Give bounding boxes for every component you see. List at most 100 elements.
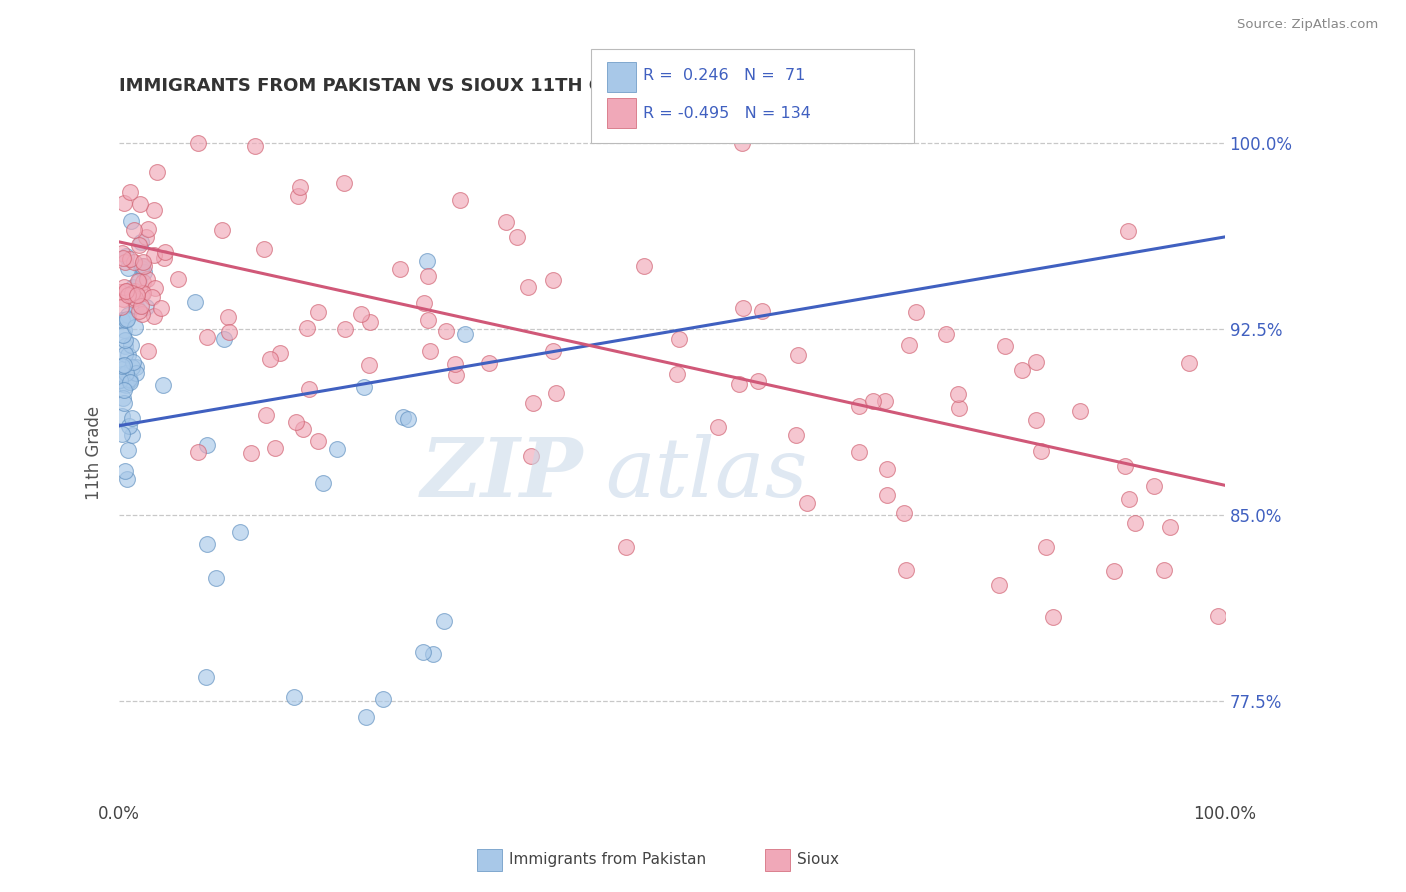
Point — [478, 356, 501, 370]
Point — [153, 251, 176, 265]
Point — [166, 272, 188, 286]
Point — [433, 614, 456, 628]
Point — [114, 465, 136, 479]
Point — [1029, 443, 1052, 458]
Point — [120, 376, 142, 390]
Point — [416, 254, 439, 268]
Point — [187, 136, 209, 150]
Point — [935, 327, 957, 342]
Point — [1142, 479, 1164, 493]
Text: atlas: atlas — [606, 434, 808, 514]
Point — [132, 265, 155, 279]
Point — [520, 449, 543, 463]
Point — [253, 242, 276, 256]
Point — [149, 301, 172, 315]
Point — [114, 347, 136, 361]
Point — [240, 446, 263, 460]
Point — [287, 188, 309, 202]
Point — [121, 411, 143, 425]
Point — [517, 279, 540, 293]
Point — [291, 421, 314, 435]
Point — [145, 165, 167, 179]
Point — [135, 229, 157, 244]
Point — [946, 386, 969, 401]
Point — [118, 252, 141, 266]
Point — [614, 541, 637, 555]
Point — [541, 272, 564, 286]
Point — [117, 260, 139, 275]
Point — [195, 670, 218, 684]
Point — [1114, 458, 1136, 473]
Point — [132, 275, 155, 289]
Point — [128, 304, 150, 318]
Point — [195, 537, 218, 551]
Text: Sioux: Sioux — [797, 853, 839, 867]
Point — [894, 563, 917, 577]
Point — [125, 299, 148, 313]
Point — [110, 285, 132, 299]
Point — [666, 368, 689, 382]
Point — [111, 251, 134, 265]
Point — [1025, 355, 1047, 369]
Point — [115, 472, 138, 486]
Point — [371, 691, 394, 706]
Point — [454, 327, 477, 342]
Point — [132, 259, 155, 273]
Point — [389, 262, 412, 277]
Point — [269, 346, 291, 360]
Text: ZIP: ZIP — [420, 434, 583, 514]
Point — [129, 197, 152, 211]
Point — [288, 179, 311, 194]
Point — [143, 248, 166, 262]
Point — [129, 261, 152, 276]
Text: R =  0.246   N =  71: R = 0.246 N = 71 — [643, 69, 804, 83]
Point — [122, 255, 145, 269]
Point — [125, 366, 148, 380]
Point — [187, 444, 209, 458]
Point — [987, 577, 1010, 591]
Point — [184, 295, 207, 310]
Point — [283, 690, 305, 705]
Point — [110, 301, 132, 315]
Point — [307, 304, 329, 318]
Point — [124, 284, 146, 298]
Point — [416, 313, 439, 327]
Point — [848, 399, 870, 413]
Point — [115, 284, 138, 298]
Point — [127, 288, 149, 302]
Point — [112, 358, 135, 372]
Point — [120, 214, 142, 228]
Point — [862, 393, 884, 408]
Point — [359, 358, 381, 372]
Point — [136, 272, 159, 286]
Point — [1104, 565, 1126, 579]
Point — [117, 373, 139, 387]
Point — [128, 237, 150, 252]
Point — [114, 284, 136, 298]
Text: IMMIGRANTS FROM PAKISTAN VS SIOUX 11TH GRADE CORRELATION CHART: IMMIGRANTS FROM PAKISTAN VS SIOUX 11TH G… — [120, 78, 880, 95]
Point — [335, 321, 357, 335]
Point — [115, 378, 138, 392]
Point — [138, 343, 160, 358]
Point — [217, 310, 239, 325]
Point — [873, 394, 896, 409]
Point — [1153, 562, 1175, 576]
Point — [121, 355, 143, 369]
Point — [449, 193, 471, 207]
Point — [422, 647, 444, 661]
Point — [796, 496, 818, 510]
Point — [444, 357, 467, 371]
Point — [121, 292, 143, 306]
Point — [353, 380, 375, 394]
Point — [197, 330, 219, 344]
Point — [893, 507, 915, 521]
Point — [112, 384, 135, 398]
Point — [141, 290, 163, 304]
Point — [214, 332, 236, 346]
Point — [229, 524, 252, 539]
Point — [876, 462, 898, 476]
Point — [731, 136, 754, 150]
Point — [131, 285, 153, 300]
Point — [633, 260, 655, 274]
Point — [668, 332, 690, 346]
